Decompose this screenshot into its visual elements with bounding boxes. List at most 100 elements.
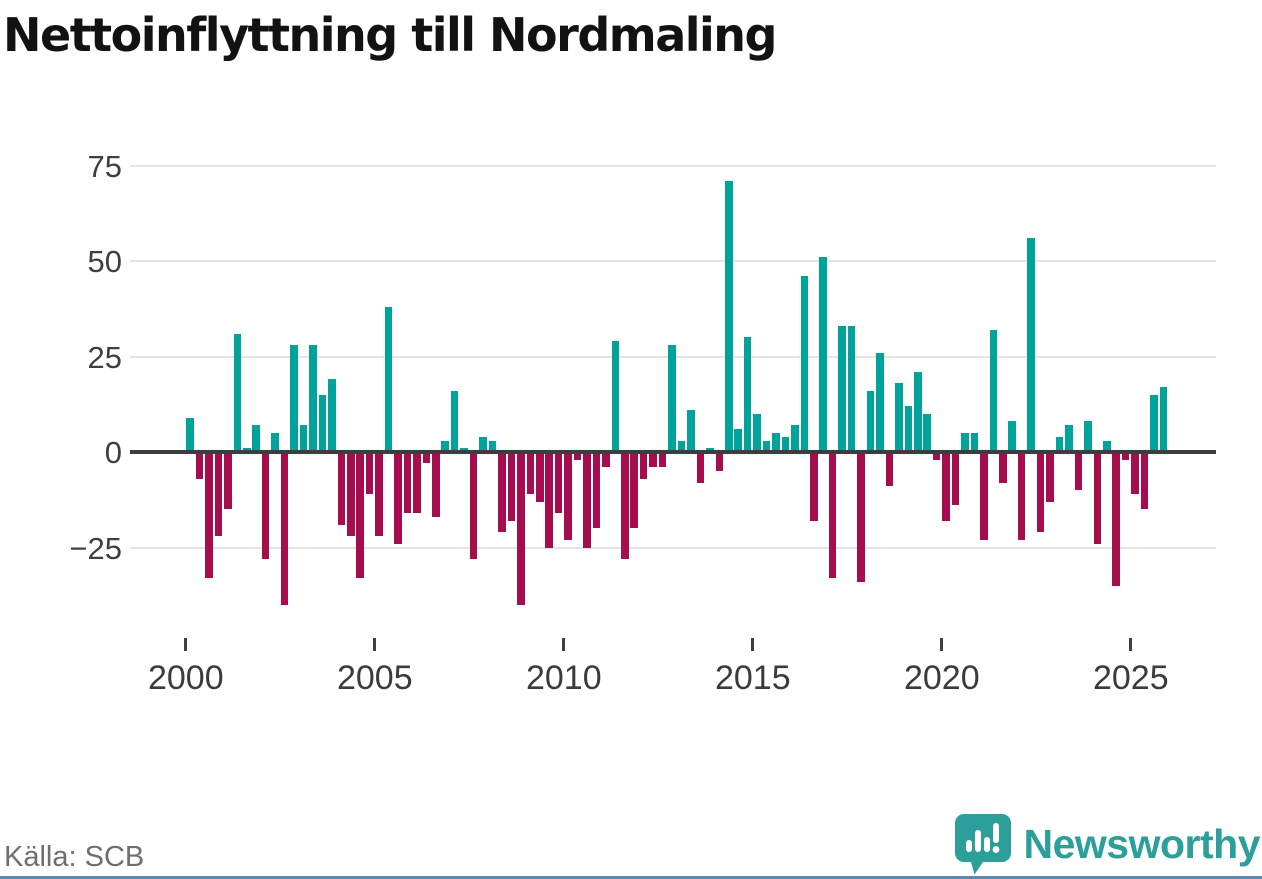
bar <box>195 452 204 479</box>
bar <box>857 452 865 582</box>
bar <box>980 452 988 540</box>
bar <box>639 452 648 479</box>
bar <box>526 452 535 495</box>
bar <box>441 440 450 452</box>
bar <box>876 352 884 452</box>
chart-title: Nettoinflyttning till Nordmaling <box>3 8 777 62</box>
x-tick <box>373 638 377 651</box>
bar <box>214 452 223 537</box>
bar <box>488 440 497 452</box>
bar <box>772 432 780 452</box>
gridline <box>130 546 1216 549</box>
bar <box>1017 452 1026 540</box>
bar <box>753 413 761 452</box>
bar <box>611 341 620 452</box>
bar <box>1159 387 1168 452</box>
bar <box>942 452 950 521</box>
bar <box>403 452 412 514</box>
bar <box>290 345 298 452</box>
bar <box>384 306 393 452</box>
x-tick-label: 2005 <box>336 659 413 697</box>
bar <box>999 452 1007 483</box>
bar <box>1055 436 1064 452</box>
bar <box>1046 452 1054 502</box>
bar <box>309 345 317 452</box>
bar <box>923 413 931 452</box>
y-tick-label: 50 <box>87 244 122 279</box>
bar <box>394 452 402 544</box>
x-tick <box>940 638 944 651</box>
bar <box>724 180 733 452</box>
newsworthy-brand: Newsworthy <box>954 813 1260 875</box>
bar <box>791 425 799 452</box>
bar <box>621 452 629 559</box>
bar <box>280 452 289 605</box>
bar <box>592 452 601 529</box>
bar <box>696 452 705 483</box>
bar <box>819 257 828 452</box>
bar <box>346 452 355 537</box>
bar <box>224 452 232 510</box>
bar <box>479 436 487 452</box>
bar <box>913 371 922 452</box>
bar <box>658 452 667 468</box>
x-tick-label: 2025 <box>1092 659 1169 697</box>
bar <box>951 452 960 506</box>
bar <box>677 440 686 452</box>
bar <box>847 325 856 452</box>
bar <box>895 383 903 452</box>
bar <box>1027 238 1035 452</box>
x-tick <box>184 638 188 651</box>
bar <box>1008 421 1017 452</box>
y-tick-label: 0 <box>104 435 122 470</box>
x-tick-label: 2010 <box>525 659 602 697</box>
bar <box>261 452 270 559</box>
bar <box>1102 440 1111 452</box>
bar <box>205 452 213 579</box>
bar <box>1112 452 1120 586</box>
bar <box>413 452 421 514</box>
source-label: Källa: SCB <box>4 841 145 873</box>
bar <box>1131 452 1139 495</box>
bar <box>781 436 790 452</box>
bar <box>630 452 639 529</box>
bar <box>904 406 913 452</box>
bar <box>970 432 979 452</box>
bar <box>885 452 894 487</box>
bar <box>743 337 752 452</box>
zero-line <box>130 450 1216 454</box>
bar <box>961 432 969 452</box>
bar <box>498 452 506 533</box>
bar <box>233 333 242 452</box>
bar <box>838 325 846 452</box>
bar <box>271 432 279 452</box>
bar <box>469 452 478 559</box>
bar <box>450 390 459 452</box>
bar <box>810 452 818 521</box>
bar <box>602 452 610 468</box>
bar <box>545 452 553 548</box>
bar <box>507 452 516 521</box>
bar <box>337 452 346 525</box>
bar <box>1121 452 1130 460</box>
bar <box>365 452 374 495</box>
bar <box>1084 421 1092 452</box>
bar <box>687 409 695 452</box>
bar <box>649 452 657 468</box>
bar <box>573 452 582 460</box>
bar <box>517 452 525 605</box>
bar <box>535 452 544 502</box>
y-tick-label: 25 <box>87 339 122 375</box>
bar <box>866 390 875 452</box>
bar <box>1065 425 1073 452</box>
bar <box>328 379 336 452</box>
bar <box>1150 394 1158 452</box>
bar <box>554 452 563 514</box>
gridline <box>130 164 1216 167</box>
bar <box>564 452 572 540</box>
bottom-accent-bar <box>0 876 1262 879</box>
bar <box>422 452 431 464</box>
bar <box>375 452 383 537</box>
